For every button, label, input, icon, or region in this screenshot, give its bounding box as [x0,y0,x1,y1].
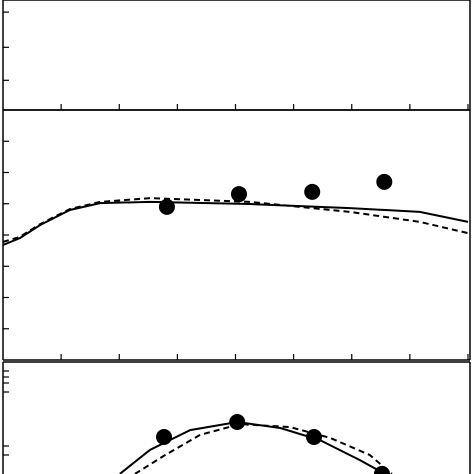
data-point [229,414,246,430]
data-line [2,200,469,246]
data-line [2,197,469,243]
data-point [373,465,390,474]
data-point [158,198,175,215]
data-line [119,420,386,474]
data-point [304,183,321,200]
data-point [376,173,393,190]
data-point [230,186,247,203]
data-point [156,429,173,445]
data-point [305,429,322,445]
data-line [134,423,393,474]
